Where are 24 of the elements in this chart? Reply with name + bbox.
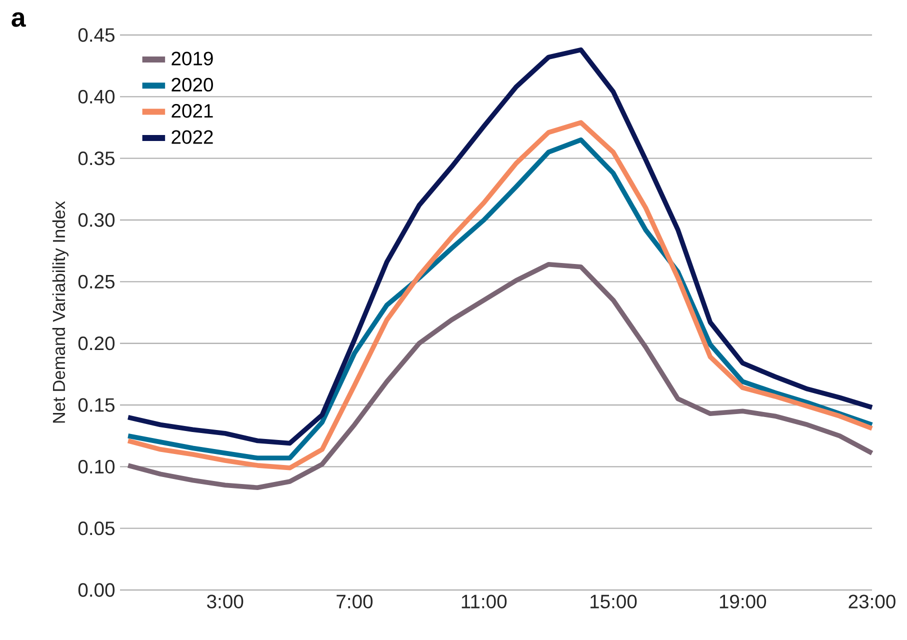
legend-label: 2019 xyxy=(172,52,213,66)
legend-label: 2022 xyxy=(172,130,213,144)
y-tick-label: 0.20 xyxy=(78,336,115,350)
legend-label: 2020 xyxy=(172,78,213,92)
y-axis-title: Net Demand Variability Index xyxy=(52,201,69,423)
x-tick-label: 19:00 xyxy=(720,594,766,608)
y-tick-label: 0.45 xyxy=(78,28,114,42)
x-tick-label: 7:00 xyxy=(336,594,373,608)
y-tick-label: 0.15 xyxy=(78,398,114,412)
text: a xyxy=(12,12,26,27)
y-tick-label: 0.35 xyxy=(78,151,114,166)
y-tick-label: 0.30 xyxy=(78,213,115,227)
x-tick-label: 3:00 xyxy=(207,594,244,608)
x-tick-label: 23:00 xyxy=(848,594,896,608)
y-tick-label: 0.25 xyxy=(78,274,114,289)
x-tick-label: 15:00 xyxy=(590,594,637,608)
legend-label: 2021 xyxy=(172,104,213,118)
line-series xyxy=(126,262,874,490)
line-series xyxy=(126,47,874,446)
y-tick-label: 0.40 xyxy=(78,90,115,104)
y-tick-label: 0.05 xyxy=(78,521,114,536)
y-tick-label: 0.00 xyxy=(78,583,115,597)
x-tick-label: 11:00 xyxy=(462,594,507,608)
y-tick-label: 0.10 xyxy=(78,460,115,474)
